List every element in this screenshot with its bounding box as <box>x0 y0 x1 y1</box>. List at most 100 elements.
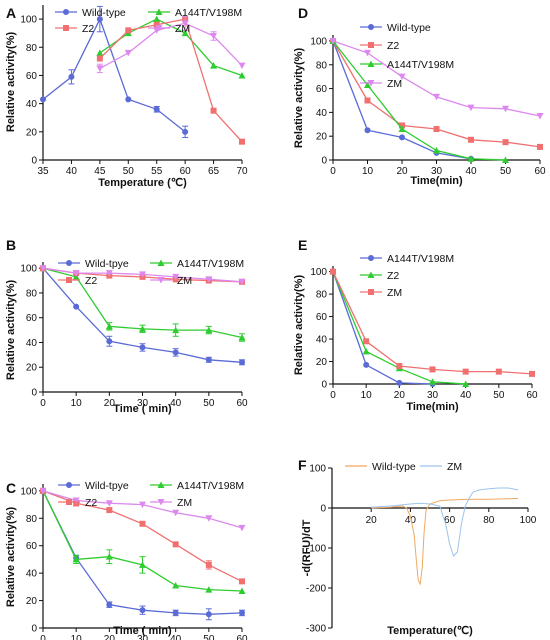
y-tick-label: 40 <box>316 335 328 346</box>
series-zm <box>329 37 544 120</box>
data-point <box>96 65 104 72</box>
x-tick-label: 20 <box>394 390 406 401</box>
data-point <box>238 71 246 79</box>
data-point <box>106 507 113 514</box>
panel-C: C 0 10 20 30 40 50 60 0 20 40 60 80 100 Time ( min) Rel… <box>5 480 248 640</box>
y-tick-label: 100 <box>20 264 37 275</box>
x-tick-label: 0 <box>40 398 46 409</box>
y-axis-label: Relative activity(%) <box>293 48 305 149</box>
panel-letter: A <box>6 5 16 21</box>
y-tick-label: -200 <box>306 584 326 595</box>
legend-marker <box>66 260 72 266</box>
data-point <box>238 62 246 70</box>
legend-item: Wild-type <box>55 7 126 19</box>
legend-item: Z2 <box>360 270 399 282</box>
x-tick-label: 40 <box>405 515 417 526</box>
series-line <box>371 487 519 557</box>
x-tick-label: 0 <box>330 166 336 177</box>
panel-letter: C <box>6 480 16 496</box>
x-tick-label: 60 <box>180 166 192 177</box>
panel-letter: D <box>298 5 308 21</box>
data-point <box>329 37 337 45</box>
legend: Wild-type Z2 A144T/V198M ZM <box>360 22 454 90</box>
panel-F: F 20 40 60 80 100 -300 -200 -100 0 100 Temperature(… <box>298 457 537 637</box>
data-point <box>181 29 189 37</box>
data-point <box>153 21 160 28</box>
x-tick-label: 40 <box>460 390 472 401</box>
data-point <box>239 138 245 145</box>
x-tick-label: 50 <box>203 398 215 409</box>
legend-item: Wild-tpye <box>58 480 129 492</box>
y-tick-label: 20 <box>316 357 328 368</box>
x-tick-label: 60 <box>236 398 248 409</box>
data-point <box>467 155 475 162</box>
y-axis-label: Relative activity(%) <box>5 507 17 608</box>
x-axis-label: Time ( min) <box>113 625 172 637</box>
y-tick-label: 80 <box>26 288 38 299</box>
x-tick-label: 20 <box>104 634 116 640</box>
data-point <box>39 265 47 272</box>
data-point <box>536 112 544 120</box>
data-point <box>182 128 189 135</box>
legend-marker <box>157 277 165 284</box>
data-point <box>106 338 113 345</box>
data-point <box>210 33 218 40</box>
data-point <box>96 16 103 23</box>
y-tick-label: 0 <box>320 504 326 515</box>
data-point <box>139 561 146 568</box>
data-point <box>124 49 132 57</box>
series-zm <box>39 487 246 532</box>
data-point <box>433 126 440 133</box>
data-point <box>205 515 213 522</box>
legend-item: Z2 <box>360 40 399 52</box>
data-point <box>468 136 474 143</box>
data-point <box>105 322 113 330</box>
data-point <box>139 520 146 527</box>
y-tick-label: -100 <box>306 544 326 555</box>
data-point <box>537 143 543 150</box>
data-point <box>239 359 245 366</box>
legend-label: Z2 <box>85 275 97 287</box>
data-point <box>363 338 370 345</box>
data-point <box>238 587 246 594</box>
legend-item: Z2 <box>55 23 94 35</box>
x-axis-label: Temperature (℃) <box>98 177 187 189</box>
x-tick-label: 20 <box>104 398 116 409</box>
data-point <box>210 62 218 69</box>
data-point <box>205 611 212 618</box>
data-point <box>73 303 80 310</box>
legend-item: ZM <box>150 275 192 287</box>
legend-marker <box>367 60 375 67</box>
data-point <box>502 156 509 163</box>
series-wild-type <box>40 5 189 138</box>
y-tick-label: 60 <box>26 541 38 552</box>
legend-marker <box>66 499 72 505</box>
legend-label: Wild-type <box>82 7 126 19</box>
legend-marker <box>66 277 72 283</box>
x-tick-label: 35 <box>37 166 49 177</box>
legend: Wild-tpye A144T/V198M Z2 ZM <box>58 480 244 509</box>
legend-marker <box>368 255 374 261</box>
x-tick-label: 50 <box>123 166 135 177</box>
y-tick-label: 20 <box>316 132 328 143</box>
legend-label: ZM <box>177 275 192 287</box>
data-point <box>96 55 103 62</box>
panel-letter: F <box>298 457 307 473</box>
legend-label: A144T/V198M <box>177 480 244 492</box>
data-point <box>238 278 246 286</box>
data-point <box>398 125 406 133</box>
series-line <box>332 40 541 117</box>
data-point <box>139 325 146 332</box>
data-point <box>72 497 80 504</box>
x-tick-label: 30 <box>137 398 149 409</box>
data-point <box>502 105 509 113</box>
y-tick-label: 100 <box>310 267 327 278</box>
x-tick-label: 60 <box>236 634 248 640</box>
legend-marker <box>367 271 375 278</box>
data-point <box>72 555 80 563</box>
data-point <box>364 97 371 104</box>
legend-item: ZM <box>360 287 402 299</box>
data-point <box>495 368 502 375</box>
y-tick-label: 60 <box>316 312 328 323</box>
legend-marker <box>368 24 374 30</box>
